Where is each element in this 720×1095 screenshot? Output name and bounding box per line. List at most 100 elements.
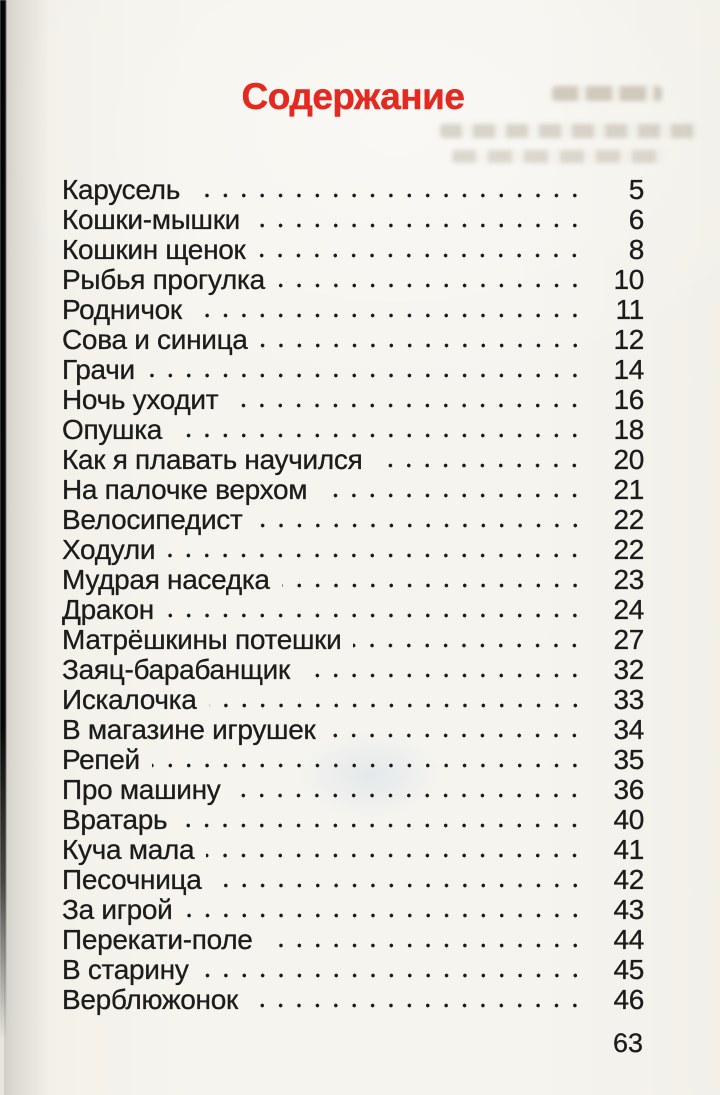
dot-leader: [151, 762, 584, 769]
dot-leader: [179, 822, 584, 829]
toc-entry-page-number: 35: [613, 744, 644, 775]
toc-list: Карусель 5 Кошки-мышки 6 Кошкин щенок 8 …: [62, 174, 645, 1015]
toc-entry: Грачи 14: [62, 354, 645, 385]
toc-entry: Ночь уходит 16: [62, 384, 645, 415]
toc-title: Содержание: [241, 76, 465, 117]
toc-entry-page-number: 40: [613, 804, 644, 835]
dot-leader: [327, 732, 584, 739]
toc-entry: Сова и синица 12: [62, 324, 645, 355]
toc-entry-title: Куча мала: [62, 834, 195, 865]
dot-leader: [232, 792, 584, 799]
dot-leader: [249, 1002, 584, 1009]
toc-entry-title: Как я плавать научился: [62, 444, 363, 475]
dot-leader: [259, 342, 584, 349]
toc-entry-page-number: 27: [613, 624, 644, 655]
toc-entry: Верблюжонок 46: [62, 984, 645, 1015]
toc-entry: Заяц-барабанщик 32: [62, 654, 645, 685]
toc-entry-title: Велосипедист: [62, 504, 243, 535]
toc-entry-title: Ходули: [62, 534, 156, 565]
toc-entry-title: Перекати-поле: [62, 924, 253, 955]
toc-entry-page-number: 36: [613, 774, 644, 805]
toc-entry: Рыбья прогулка 10: [62, 264, 645, 295]
page-number: 63: [612, 1028, 643, 1058]
toc-entry: На палочке верхом 21: [62, 474, 645, 505]
toc-entry-title: На палочке верхом: [62, 474, 308, 505]
toc-entry-page-number: 46: [613, 984, 644, 1015]
toc-entry-page-number: 8: [628, 234, 645, 265]
toc-entry: Родничок 11: [62, 294, 645, 325]
dot-leader: [174, 432, 584, 439]
dot-leader: [192, 192, 584, 199]
toc-entry: Про машину 36: [62, 774, 645, 805]
toc-entry-page-number: 14: [613, 354, 644, 385]
toc-entry-title: Про машину: [62, 774, 221, 805]
page-gutter-shading: [4, 0, 50, 1095]
toc-entry-title: Матрёшкины потешки: [62, 624, 342, 655]
toc-entry-title: В магазине игрушек: [62, 714, 316, 745]
toc-entry: Кошкин щенок 8: [62, 234, 645, 265]
toc-entry-page-number: 5: [628, 174, 645, 205]
toc-entry-page-number: 45: [613, 954, 644, 985]
dot-leader: [374, 462, 584, 469]
scan-edge-shadow: [0, 0, 6, 1040]
toc-entry: Карусель 5: [62, 174, 645, 205]
toc-entry: Велосипедист 22: [62, 504, 645, 535]
dot-leader: [146, 372, 584, 379]
dot-leader: [301, 672, 584, 679]
toc-entry-page-number: 6: [628, 204, 645, 235]
toc-entry-title: Опушка: [62, 414, 163, 445]
toc-entry-page-number: 18: [613, 414, 644, 445]
toc-entry-title: Вратарь: [62, 804, 168, 835]
toc-entry-page-number: 22: [613, 504, 644, 535]
toc-entry-title: Песочница: [62, 864, 202, 895]
toc-entry: Вратарь 40: [62, 804, 645, 835]
toc-entry: В старину 45: [62, 954, 645, 985]
toc-entry-page-number: 32: [613, 654, 644, 685]
toc-entry: Перекати-поле 44: [62, 924, 645, 955]
toc-entry-page-number: 10: [613, 264, 644, 295]
toc-entry-title: Дракон: [62, 594, 155, 625]
dot-leader: [252, 222, 584, 229]
toc-entry-title: Грачи: [62, 354, 135, 385]
dot-leader: [257, 252, 584, 259]
dot-leader: [213, 882, 584, 889]
toc-entry: Матрёшкины потешки 27: [62, 624, 645, 655]
toc-entry-title: За игрой: [62, 894, 173, 925]
toc-entry-title: Кошкин щенок: [62, 234, 246, 265]
toc-entry-title: Заяц-барабанщик: [62, 654, 291, 685]
dot-leader: [208, 702, 584, 709]
dot-leader: [206, 852, 584, 859]
dot-leader: [193, 312, 584, 319]
dot-leader: [200, 972, 584, 979]
toc-entry-title: Репей: [62, 744, 141, 775]
toc-entry-page-number: 34: [613, 714, 644, 745]
dot-leader: [230, 402, 584, 409]
toc-entry-title: Кошки-мышки: [62, 204, 241, 235]
toc-entry: Мудрая наседка 23: [62, 564, 645, 595]
toc-entry-title: Рыбья прогулка: [62, 264, 265, 295]
toc-entry: Кошки-мышки 6: [62, 204, 645, 235]
dot-leader: [254, 522, 584, 529]
toc-entry: Как я плавать научился 20: [62, 444, 645, 475]
toc-entry-page-number: 42: [613, 864, 644, 895]
toc-entry-page-number: 23: [613, 564, 644, 595]
toc-entry-page-number: 21: [613, 474, 644, 505]
page-content: Содержание Карусель 5 Кошки-мышки 6 Кошк…: [62, 0, 645, 1015]
toc-entry-page-number: 12: [613, 324, 644, 355]
toc-entry: Куча мала 41: [62, 834, 645, 865]
toc-entry-page-number: 41: [613, 834, 644, 865]
toc-entry-title: Ночь уходит: [62, 384, 219, 415]
toc-entry-title: Сова и синица: [62, 324, 248, 355]
toc-entry: Опушка 18: [62, 414, 645, 445]
toc-entry-page-number: 24: [613, 594, 644, 625]
toc-entry-page-number: 16: [613, 384, 644, 415]
toc-entry-page-number: 11: [615, 294, 644, 325]
toc-entry-page-number: 43: [613, 894, 644, 925]
dot-leader: [167, 552, 584, 559]
dot-leader: [264, 942, 584, 949]
toc-entry: Ходули 22: [62, 534, 645, 565]
dot-leader: [276, 282, 584, 289]
toc-entry: В магазине игрушек 34: [62, 714, 645, 745]
dot-leader: [165, 612, 584, 619]
